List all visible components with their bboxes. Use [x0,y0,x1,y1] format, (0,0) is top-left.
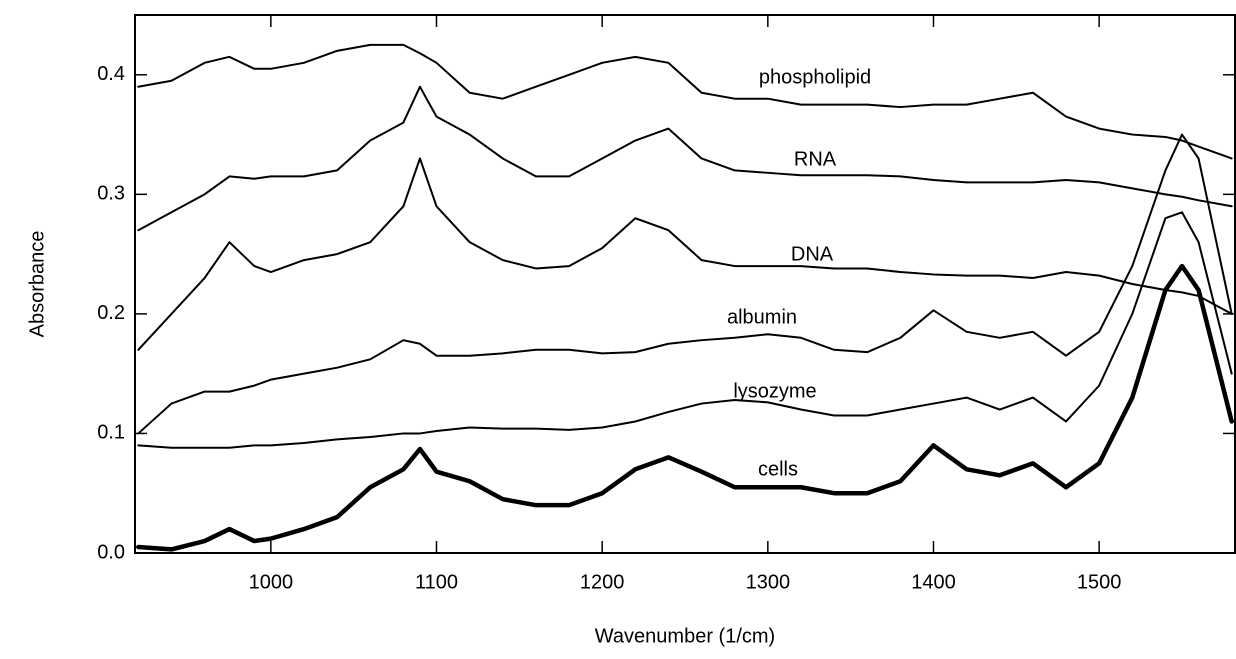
x-tick-label: 1500 [1077,571,1122,593]
series-label: RNA [794,148,837,170]
series-line [136,263,1234,552]
series-line [137,43,1233,160]
series-line [137,157,1233,351]
series-line [137,133,1233,435]
plot-frame [134,14,1236,554]
x-tick-label: 1000 [249,571,294,593]
x-axis-label: Wavenumber (1/cm) [595,625,775,647]
y-tick-label: 0.0 [97,541,125,563]
x-tick-label: 1200 [580,571,625,593]
series-label: lysozyme [733,380,816,402]
x-tick-label: 1400 [911,571,956,593]
x-tick-label: 1300 [746,571,791,593]
series-label: albumin [727,306,797,328]
x-tick-label: 1100 [415,571,458,593]
y-tick-label: 0.4 [97,63,125,85]
series-label: DNA [791,243,834,265]
series-label: phospholipid [759,66,871,88]
y-tick-label: 0.1 [97,422,125,444]
y-tick-label: 0.3 [97,183,125,205]
y-axis-label: Absorbance [26,231,48,338]
y-tick-label: 0.2 [97,302,125,324]
series-line [137,211,1233,449]
series-label: cells [758,458,798,480]
series-line [137,85,1233,232]
